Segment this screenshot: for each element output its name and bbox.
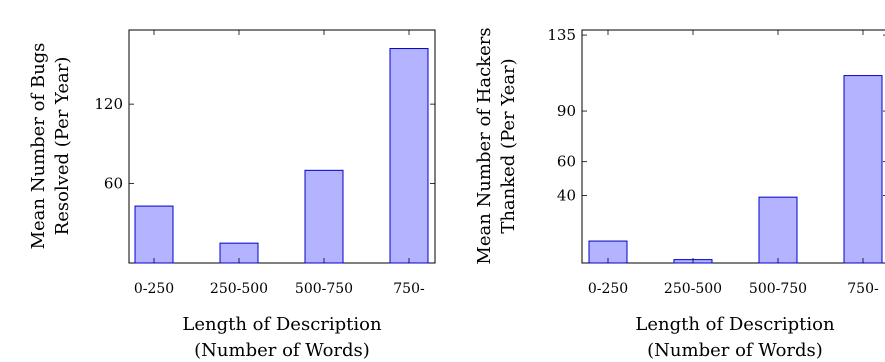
bar-500-750 <box>304 169 344 264</box>
x-tick-label: 250-500 <box>210 281 268 297</box>
y-tick-label: 60 <box>104 175 123 193</box>
y-tick-label: 90 <box>557 102 576 120</box>
x-tick-label: 750- <box>393 281 425 297</box>
x-tick-label: 0-250 <box>134 281 174 297</box>
y-axis-label-line2: Thanked (Per Year) <box>498 58 519 233</box>
x-tick-label: 750- <box>847 281 879 297</box>
chart-hackers-thanked: 0-250 250-500 500-750 750- 40 60 90 135 Length … <box>474 26 885 361</box>
x-axis-label-line1: Length of Description <box>635 314 835 335</box>
plot-frame <box>128 29 436 264</box>
y-tick-label: 60 <box>557 153 576 171</box>
y-axis-label-line1: Mean Number of Hackers <box>474 27 495 264</box>
y-tick-label: 40 <box>557 186 576 204</box>
chart-bugs-resolved: 0-250 250-500 500-750 750- 60 120 Length of D… <box>28 29 436 361</box>
y-axis-label-line1: Mean Number of Bugs <box>28 43 49 250</box>
y-tick-label: 120 <box>94 95 123 113</box>
plot-frame <box>581 29 885 264</box>
bar-750- <box>843 75 883 264</box>
bar-750- <box>389 48 429 264</box>
y-axis-label-line2: Resolved (Per Year) <box>52 57 73 236</box>
x-axis-label-line2: (Number of Words) <box>194 340 370 361</box>
bar-0-250 <box>134 205 174 264</box>
x-tick-label: 500-750 <box>749 281 807 297</box>
y-tick-label: 135 <box>547 26 576 44</box>
x-tick-label: 0-250 <box>588 281 628 297</box>
x-tick-label: 250-500 <box>664 281 722 297</box>
x-axis-label-line2: (Number of Words) <box>647 340 823 361</box>
x-axis-label-line1: Length of Description <box>182 314 382 335</box>
bar-500-750 <box>758 196 798 264</box>
x-tick-label: 500-750 <box>295 281 353 297</box>
